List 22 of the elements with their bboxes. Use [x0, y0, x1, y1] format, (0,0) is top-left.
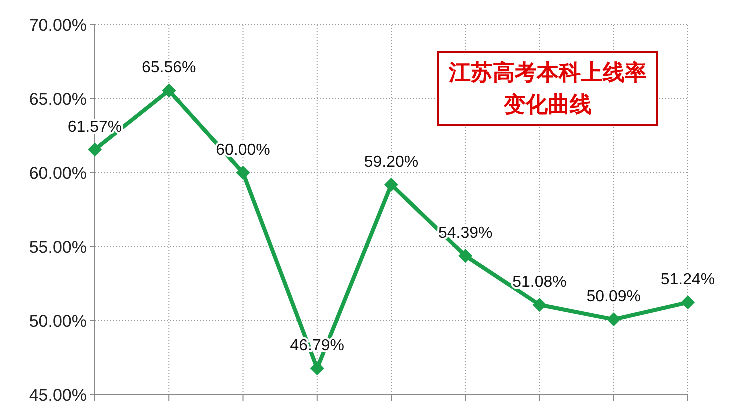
y-tick-label: 45.00%	[29, 386, 87, 405]
point	[532, 298, 547, 312]
data-label: 61.57%	[68, 118, 122, 136]
y-tick-label: 50.00%	[29, 312, 87, 331]
point	[681, 296, 695, 310]
data-label: 51.24%	[660, 272, 716, 289]
y-tick-label: 65.00%	[29, 90, 87, 109]
point	[606, 312, 621, 327]
data-label: 51.08%	[512, 274, 567, 292]
y-tick-label: 70.00%	[29, 16, 87, 35]
data-label: 59.20%	[364, 154, 419, 171]
y-tick-label: 55.00%	[29, 238, 87, 257]
point	[162, 84, 176, 98]
data-label: 50.09%	[586, 288, 642, 306]
point	[458, 249, 473, 264]
y-tick-label: 60.00%	[29, 164, 87, 183]
point	[88, 142, 102, 157]
data-label: 65.56%	[142, 60, 196, 77]
text: 江苏高考本科上线率变化曲线	[448, 60, 647, 117]
point	[310, 362, 324, 376]
point	[236, 166, 250, 180]
point	[384, 178, 398, 192]
